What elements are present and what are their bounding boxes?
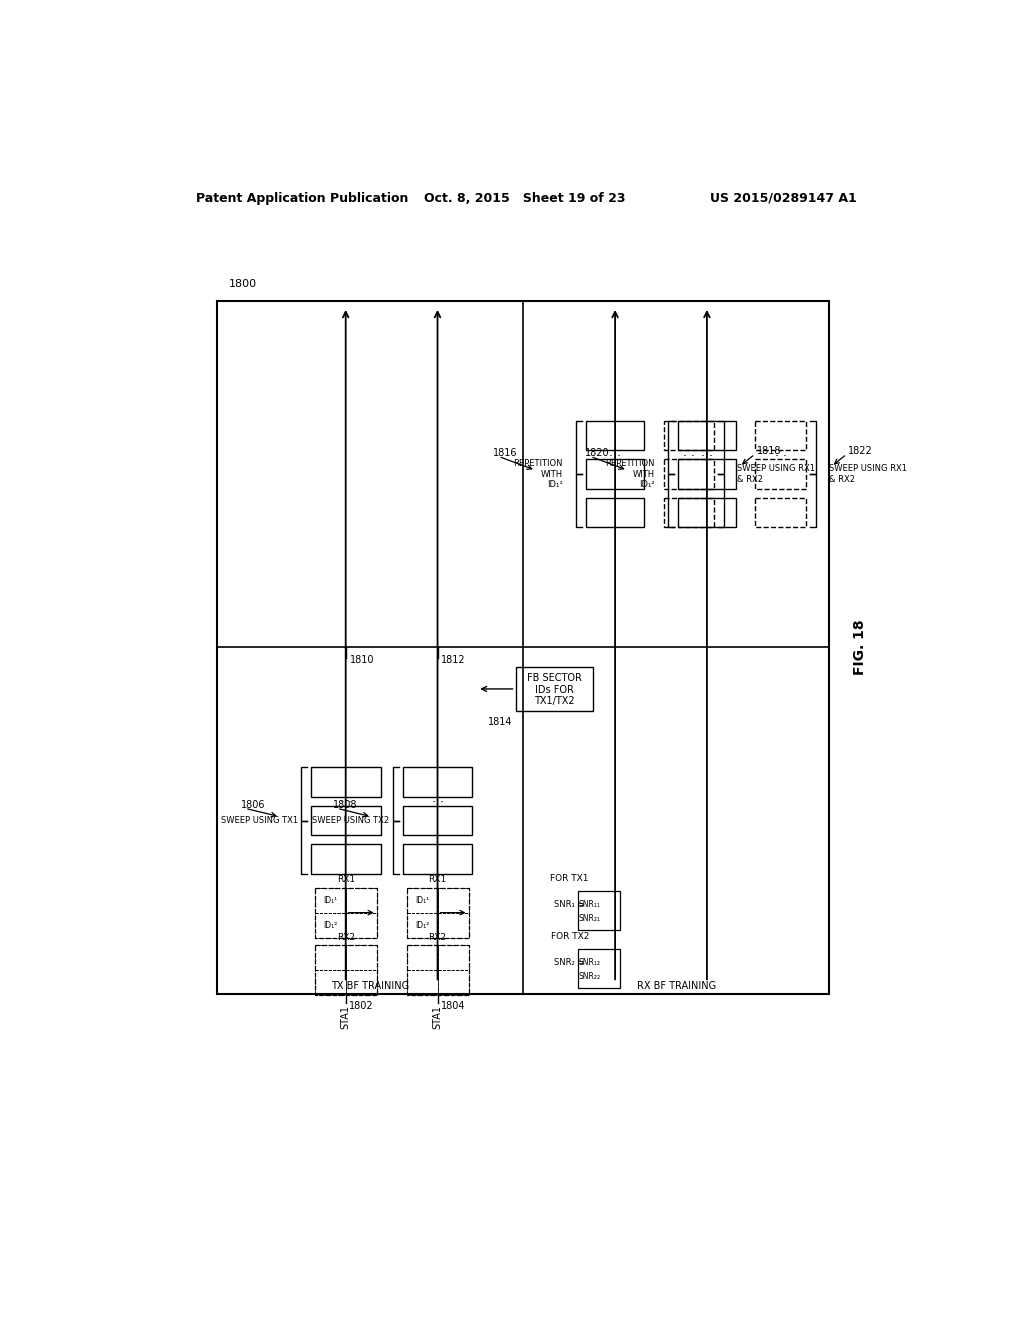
Bar (437, 912, 469, 937)
Text: ID₁¹: ID₁¹ (415, 895, 429, 904)
Bar (346, 945, 377, 970)
Text: SWEEP USING RX1
& RX2: SWEEP USING RX1 & RX2 (829, 465, 907, 484)
Text: SWEEP USING RX1
& RX2: SWEEP USING RX1 & RX2 (737, 465, 815, 484)
Text: · ·: · · (700, 450, 713, 463)
Text: 1816: 1816 (493, 449, 517, 458)
Bar (311, 767, 381, 797)
Text: Oct. 8, 2015   Sheet 19 of 23: Oct. 8, 2015 Sheet 19 of 23 (424, 191, 626, 205)
Bar (314, 912, 346, 937)
Bar (314, 945, 377, 995)
Text: 1804: 1804 (440, 1001, 465, 1011)
Bar (314, 970, 346, 995)
Bar (314, 887, 346, 912)
Text: SWEEP USING TX2: SWEEP USING TX2 (312, 816, 389, 825)
Bar (402, 807, 472, 836)
Text: Patent Application Publication: Patent Application Publication (197, 191, 409, 205)
Text: RX2: RX2 (428, 933, 446, 942)
Text: STA1: STA1 (432, 1005, 442, 1030)
Text: SNR₁₁: SNR₁₁ (579, 900, 600, 909)
Text: STA1: STA1 (341, 1005, 350, 1030)
Bar (664, 421, 714, 450)
Bar (678, 421, 736, 450)
Text: 1814: 1814 (488, 717, 513, 727)
Bar (407, 912, 437, 937)
Text: SNR₂ =: SNR₂ = (554, 958, 585, 968)
Text: 1800: 1800 (228, 279, 257, 289)
Bar (314, 887, 377, 937)
Text: RX BF TRAINING: RX BF TRAINING (637, 981, 716, 991)
Text: ID₁²: ID₁² (324, 920, 337, 929)
Bar (407, 945, 437, 970)
Bar (756, 421, 806, 450)
Text: 1810: 1810 (349, 655, 374, 665)
Text: FIG. 18: FIG. 18 (853, 619, 867, 675)
Bar (407, 970, 437, 995)
Bar (578, 891, 621, 929)
Text: 1808: 1808 (333, 800, 357, 810)
Text: US 2015/0289147 A1: US 2015/0289147 A1 (710, 191, 856, 205)
Text: SNR₁₂: SNR₁₂ (579, 958, 600, 966)
Bar (437, 970, 469, 995)
Bar (407, 945, 469, 995)
Bar (578, 949, 621, 987)
Bar (402, 845, 472, 874)
Text: FB SECTOR: FB SECTOR (526, 673, 582, 684)
Text: 1822: 1822 (848, 446, 873, 455)
Bar (678, 459, 736, 488)
Text: 1818: 1818 (757, 446, 781, 455)
Text: 1806: 1806 (241, 800, 265, 810)
Bar (314, 945, 346, 970)
Bar (407, 887, 437, 912)
Text: RX1: RX1 (428, 875, 446, 884)
Text: TX BF TRAINING: TX BF TRAINING (331, 981, 410, 991)
Bar (346, 912, 377, 937)
Text: · ·: · · (774, 450, 786, 463)
Bar (346, 887, 377, 912)
Text: RX2: RX2 (337, 933, 354, 942)
Text: · ·: · · (683, 450, 694, 463)
Bar (311, 845, 381, 874)
Text: · ·: · · (609, 450, 622, 463)
Text: FOR TX1: FOR TX1 (551, 874, 589, 883)
Text: ID₁¹: ID₁¹ (324, 895, 337, 904)
Text: 1820: 1820 (585, 449, 609, 458)
Bar (586, 421, 644, 450)
Text: REPETITION
WITH
ID₁¹: REPETITION WITH ID₁¹ (513, 459, 563, 488)
Bar (346, 970, 377, 995)
Bar (217, 301, 829, 994)
Text: 1802: 1802 (349, 1001, 374, 1011)
Text: ID₁²: ID₁² (415, 920, 429, 929)
Bar (664, 498, 714, 527)
Text: IDs FOR: IDs FOR (535, 685, 573, 694)
Bar (407, 887, 469, 937)
Text: SNR₂₁: SNR₂₁ (579, 913, 600, 923)
Text: 1812: 1812 (441, 655, 466, 665)
Text: SNR₂₂: SNR₂₂ (579, 972, 600, 981)
Text: TX1/TX2: TX1/TX2 (534, 696, 574, 706)
Text: SWEEP USING TX1: SWEEP USING TX1 (220, 816, 298, 825)
Text: SNR₁ =: SNR₁ = (554, 900, 585, 909)
Bar (678, 498, 736, 527)
Bar (756, 459, 806, 488)
Text: · ·: · · (431, 796, 443, 809)
Bar (515, 667, 593, 711)
Text: RX1: RX1 (337, 875, 354, 884)
Bar (437, 945, 469, 970)
Bar (586, 498, 644, 527)
Bar (756, 498, 806, 527)
Bar (311, 807, 381, 836)
Text: FOR TX2: FOR TX2 (551, 932, 589, 941)
Bar (402, 767, 472, 797)
Bar (664, 459, 714, 488)
Bar (586, 459, 644, 488)
Text: · ·: · · (340, 796, 351, 809)
Text: REPETITION
WITH
ID₁²: REPETITION WITH ID₁² (605, 459, 654, 488)
Bar (437, 887, 469, 912)
